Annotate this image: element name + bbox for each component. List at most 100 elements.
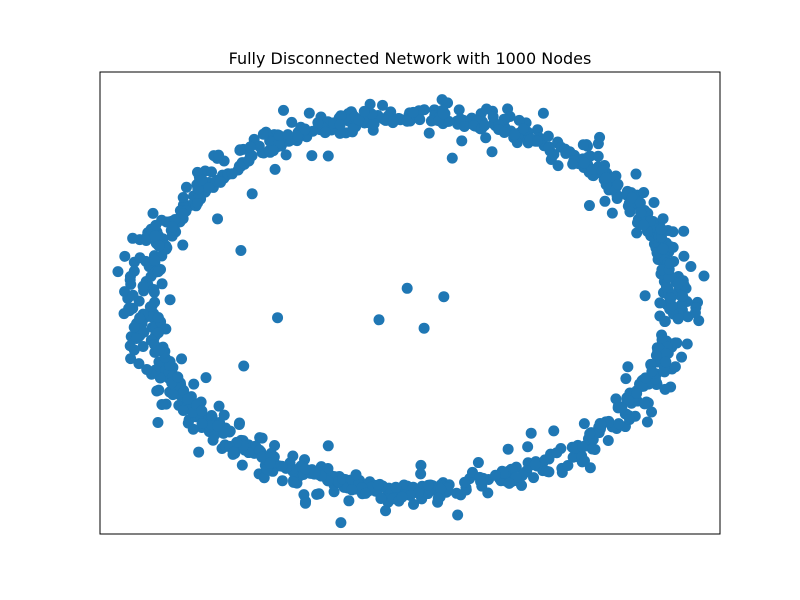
network-node [335,517,347,529]
network-node [152,416,164,428]
network-node [599,195,611,207]
network-node [600,172,612,184]
network-node [243,155,255,167]
network-node [149,230,161,242]
network-node [529,458,541,470]
network-node [626,192,638,204]
network-node [622,361,634,373]
network-node [125,353,137,365]
network-node [206,166,218,178]
network-node [612,178,624,190]
network-node [624,206,636,218]
network-node [577,139,589,151]
network-node [337,473,348,485]
network-node [443,115,455,127]
network-node [567,451,579,463]
network-node [137,341,149,352]
network-node [404,489,416,501]
network-node [280,149,292,161]
network-node [577,441,589,453]
network-node [177,404,189,416]
network-node [207,434,219,446]
network-node [360,487,372,499]
network-node [584,428,596,440]
network-node [309,467,321,479]
network-node [319,126,331,138]
network-node [141,363,153,375]
network-node [676,351,688,363]
network-node [172,371,184,383]
network-node [638,219,650,231]
network-node [211,420,223,432]
network-node [182,393,194,405]
network-node [322,150,334,162]
network-node [635,207,647,219]
network-node [502,443,514,455]
network-node [206,410,218,422]
network-node [654,297,666,309]
network-node [689,307,701,319]
network-node [127,289,139,301]
network-node [213,149,225,161]
network-node [667,226,679,238]
network-node [602,435,614,446]
network-node [373,314,385,326]
network-node [551,447,563,459]
network-node [276,475,288,487]
network-node [137,280,149,292]
network-node [401,115,413,127]
network-node [269,163,281,175]
network-node [312,117,324,129]
network-node [634,197,646,209]
network-node [592,150,604,162]
network-node [498,127,510,138]
network-node [548,425,560,437]
network-node [678,225,690,237]
network-node [153,344,165,356]
network-node [616,402,628,414]
network-node [234,144,246,156]
network-node [455,489,467,501]
network-node [586,443,598,455]
network-node [177,239,189,251]
network-node [149,254,161,266]
network-node [258,472,270,484]
network-node [437,108,449,120]
network-node [480,132,492,144]
network-node [509,129,521,141]
network-node [292,130,304,142]
network-node [503,477,515,489]
network-node [299,123,311,135]
network-node [641,416,653,428]
network-node [273,130,285,141]
network-node [487,111,499,123]
network-node [486,146,498,158]
network-node [415,459,427,471]
chart-title: Fully Disconnected Network with 1000 Nod… [229,49,592,68]
network-node [578,157,590,169]
network-node [655,231,667,243]
network-node [490,469,501,481]
network-node [256,432,268,444]
network-node [156,399,168,411]
network-node [322,462,334,474]
axes-frame [99,71,721,535]
network-node [458,120,470,132]
network-node [244,141,256,153]
network-node [377,99,389,111]
network-node [153,240,165,252]
network-node [610,393,622,405]
network-node [446,152,458,164]
network-node [560,147,572,159]
network-node [676,299,688,311]
network-node [456,135,468,147]
network-node [147,207,159,219]
network-node [235,245,247,256]
network-node [646,366,658,377]
network-node [134,252,146,264]
network-node [436,94,448,106]
network-node [214,176,226,188]
network-node [664,257,676,269]
network-node [481,103,493,115]
